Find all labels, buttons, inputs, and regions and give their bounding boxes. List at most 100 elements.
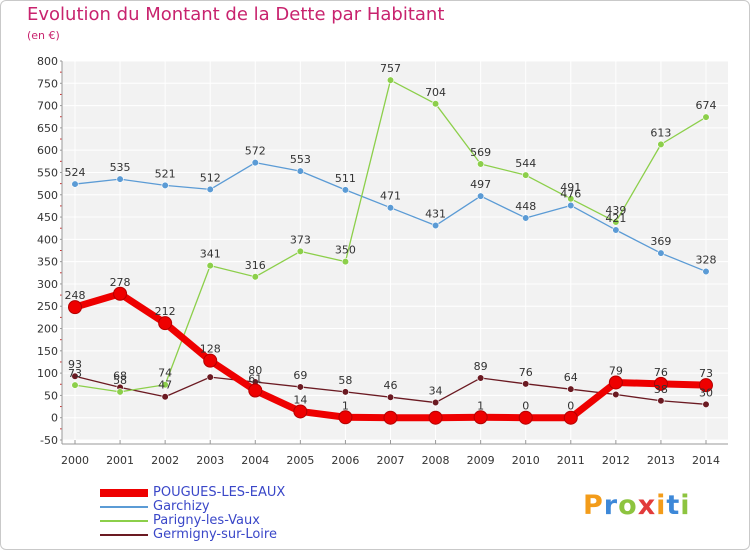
data-point-garchizy [567,201,575,210]
y-tick-label: 0 [51,412,58,425]
x-tick-label: 2008 [422,454,450,467]
data-point-pougues-les-eaux [563,410,578,425]
data-label-germigny-sur-loire: 76 [519,366,533,379]
data-label-parigny-les-vaux: 674 [696,99,717,112]
data-point-germigny-sur-loire [161,393,169,401]
data-label-parigny-les-vaux: 439 [605,204,626,217]
data-label-parigny-les-vaux: 544 [515,157,536,170]
data-label-parigny-les-vaux: 58 [113,374,127,387]
y-tick-label: 550 [37,166,58,179]
data-label-pougues-les-eaux: 14 [293,393,307,406]
data-label-garchizy: 521 [155,167,176,180]
series-layer [68,76,713,425]
data-point-garchizy [477,192,485,200]
data-label-parigny-les-vaux: 350 [335,244,356,257]
data-point-parigny-les-vaux [431,100,440,108]
y-tick-label: 400 [37,233,58,246]
logo-letter: i [680,490,691,521]
data-label-pougues-les-eaux: 0 [522,400,529,413]
data-point-parigny-les-vaux [161,381,169,389]
logo-letter: o [618,490,638,521]
y-tick-label: 350 [37,256,58,269]
y-tick-label: 750 [37,77,58,90]
data-label-parigny-les-vaux: 613 [650,126,671,139]
data-point-garchizy [386,204,395,212]
logo-letter: P [583,490,604,521]
data-point-pougues-les-eaux [699,378,713,393]
x-tick-label: 2012 [602,454,630,467]
legend-label-parigny: Parigny-les-Vaux [153,513,260,528]
legend-item-pougues[interactable]: POUGUES-LES-EAUX [100,486,285,500]
data-point-garchizy [71,180,79,188]
x-tick-label: 2011 [557,454,585,467]
data-point-pougues-les-eaux [518,410,533,425]
data-point-parigny-les-vaux [71,381,79,389]
y-tick-label: 200 [37,323,58,336]
data-point-parigny-les-vaux [477,160,485,168]
data-point-garchizy [522,214,530,222]
y-tick-label: 500 [37,189,58,202]
data-label-pougues-les-eaux: 248 [65,289,86,302]
y-tick-label: 700 [37,100,58,113]
legend-item-germigny[interactable]: Germigny-sur-Loire [100,528,285,542]
data-label-layer: 93 68 47 80 69 58 46 34 89 76 64 38 30 524 535 521 512 57… [65,62,717,413]
legend-label-garchizy: Garchizy [153,499,210,514]
logo-letter: t [666,490,681,521]
data-label-pougues-les-eaux: 76 [654,366,668,379]
data-point-germigny-sur-loire [522,380,530,388]
data-label-garchizy: 369 [650,235,671,248]
data-label-parigny-les-vaux: 704 [425,86,446,99]
y-tick-label: -50 [40,434,58,447]
data-point-garchizy [116,175,124,183]
data-label-garchizy: 431 [425,208,446,221]
data-label-germigny-sur-loire: 38 [654,383,668,396]
data-point-garchizy [431,221,440,230]
y-tick-label: 450 [37,211,58,224]
legend-item-parigny[interactable]: Parigny-les-Vaux [100,514,285,528]
x-tick-label: 2006 [331,454,359,467]
data-point-pougues-les-eaux [383,410,398,425]
data-point-garchizy [612,226,620,234]
y-tick-label: 600 [37,144,58,157]
legend-swatch-pougues [100,489,148,497]
grid-layer [62,60,728,441]
data-point-garchizy [341,186,350,194]
data-label-garchizy: 524 [65,166,86,179]
data-point-pougues-les-eaux [338,410,353,425]
x-tick-label: 2009 [467,454,495,467]
legend-swatch-germigny [100,534,148,536]
data-label-parigny-les-vaux: 569 [470,146,491,159]
data-point-parigny-les-vaux [206,262,214,270]
data-label-garchizy: 328 [696,253,717,266]
data-point-germigny-sur-loire [386,393,395,401]
legend-swatch-garchizy [100,506,148,508]
data-label-parigny-les-vaux: 373 [290,233,311,246]
data-point-parigny-les-vaux [702,113,710,121]
data-point-germigny-sur-loire [71,372,79,380]
data-point-parigny-les-vaux [612,218,620,226]
chart-title: Evolution du Montant de la Dette par Hab… [27,4,445,25]
data-label-parigny-les-vaux: 73 [68,367,82,380]
legend-label-pougues: POUGUES-LES-EAUX [153,485,286,500]
legend-item-garchizy[interactable]: Garchizy [100,500,285,514]
data-label-germigny-sur-loire: 69 [293,369,307,382]
x-tick-label: 2005 [286,454,314,467]
data-point-pougues-les-eaux [428,410,443,425]
data-label-parigny-les-vaux: 341 [200,248,221,261]
data-point-germigny-sur-loire [657,397,665,405]
data-label-pougues-les-eaux: 0 [567,400,574,413]
data-label-pougues-les-eaux: 73 [699,367,713,380]
data-point-parigny-les-vaux [341,258,350,266]
data-point-garchizy [161,181,169,190]
data-point-pougues-les-eaux [653,376,668,391]
legend-label-germigny: Germigny-sur-Loire [153,527,277,542]
data-point-pougues-les-eaux [113,286,128,301]
data-point-germigny-sur-loire [477,374,485,382]
data-point-germigny-sur-loire [206,373,214,381]
data-point-parigny-les-vaux [116,388,124,396]
data-label-parigny-les-vaux: 757 [380,62,401,75]
data-label-garchizy: 471 [380,190,401,203]
data-label-garchizy: 448 [515,200,536,213]
data-point-garchizy [206,185,214,194]
data-label-pougues-les-eaux: 212 [155,305,176,318]
